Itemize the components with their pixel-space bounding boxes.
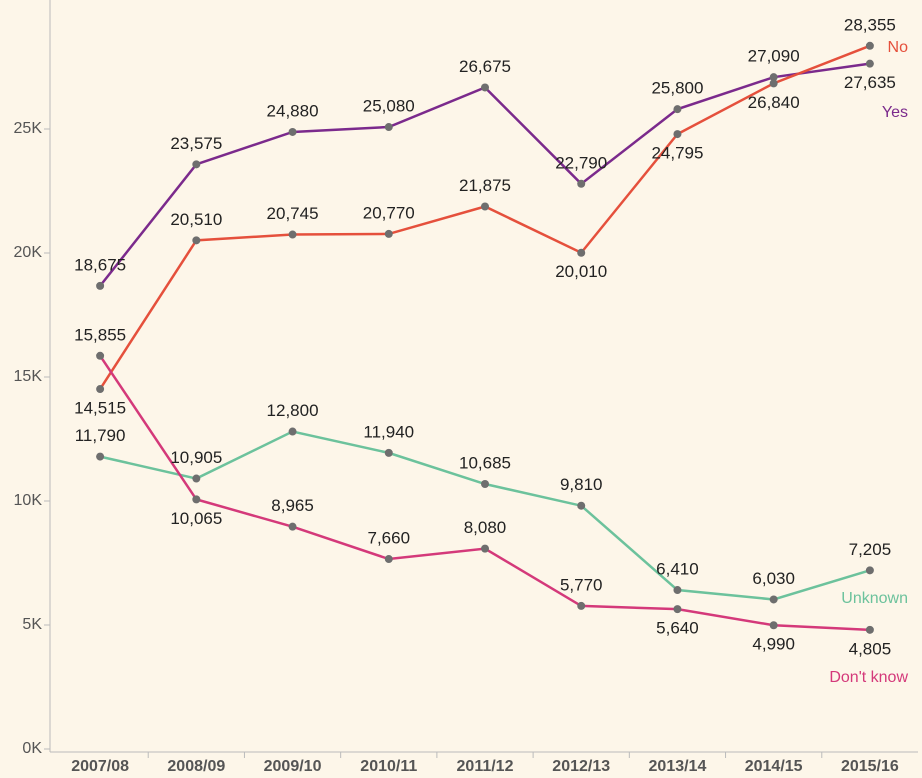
- point: [288, 522, 297, 531]
- x-tick-label: 2008/09: [167, 758, 225, 775]
- y-tick-label: 15K: [14, 368, 43, 385]
- y-tick-label: 25K: [14, 120, 43, 137]
- point: [384, 555, 393, 564]
- data-label: 7,205: [849, 540, 892, 559]
- point: [673, 130, 682, 139]
- point: [384, 229, 393, 238]
- data-label: 6,030: [752, 569, 795, 588]
- y-tick-label: 10K: [14, 492, 43, 509]
- point: [192, 160, 201, 169]
- point: [673, 605, 682, 614]
- data-label: 23,575: [170, 134, 222, 153]
- data-label: 5,770: [560, 575, 603, 594]
- data-label: 25,080: [363, 97, 415, 116]
- data-label: 20,010: [555, 262, 607, 281]
- data-label: 28,355: [844, 15, 896, 34]
- data-label: 8,965: [271, 496, 314, 515]
- data-label: 24,880: [267, 101, 319, 120]
- point: [769, 621, 778, 630]
- x-tick-label: 2010/11: [360, 758, 417, 775]
- point: [865, 41, 874, 50]
- data-label: 7,660: [368, 529, 411, 548]
- y-tick-label: 0K: [22, 740, 42, 757]
- point: [192, 495, 201, 504]
- x-tick-label: 2014/15: [745, 758, 803, 775]
- data-label: 4,990: [752, 635, 795, 654]
- point: [769, 79, 778, 88]
- point: [769, 73, 778, 82]
- data-label: 24,795: [651, 144, 703, 163]
- x-tick-label: 2011/12: [457, 758, 514, 775]
- point: [865, 59, 874, 68]
- point: [577, 179, 586, 188]
- point: [96, 385, 105, 394]
- data-label: 26,840: [748, 93, 800, 112]
- point: [673, 586, 682, 595]
- point: [481, 202, 489, 211]
- point: [288, 427, 297, 436]
- data-label: 15,855: [74, 325, 126, 344]
- point: [384, 123, 393, 132]
- point: [769, 595, 778, 604]
- data-label: 20,510: [170, 210, 222, 229]
- data-label: 21,875: [459, 176, 511, 195]
- y-tick-label: 5K: [22, 616, 42, 633]
- data-label: 25,800: [651, 79, 703, 98]
- point: [481, 544, 489, 553]
- data-label: 26,675: [459, 57, 511, 76]
- point: [96, 281, 105, 290]
- data-label: 4,805: [849, 639, 892, 658]
- point: [865, 566, 874, 575]
- data-label: 5,640: [656, 619, 699, 638]
- series-name: Don't know: [829, 669, 908, 686]
- data-label: 27,635: [844, 73, 896, 92]
- point: [288, 230, 297, 239]
- point: [288, 127, 297, 136]
- data-label: 9,810: [560, 475, 603, 494]
- series-name: Unknown: [841, 590, 908, 607]
- point: [865, 625, 874, 634]
- data-label: 11,940: [363, 422, 414, 441]
- x-tick-label: 2015/16: [841, 758, 899, 775]
- data-label: 11,790: [75, 426, 126, 445]
- point: [481, 83, 489, 92]
- point: [192, 474, 201, 483]
- series-name: No: [888, 39, 909, 56]
- x-tick-label: 2009/10: [264, 758, 322, 775]
- data-label: 8,080: [464, 518, 507, 537]
- point: [96, 452, 105, 461]
- data-label: 18,675: [74, 255, 126, 274]
- point: [192, 236, 201, 245]
- point: [481, 480, 489, 489]
- point: [96, 351, 105, 360]
- data-label: 10,685: [459, 453, 511, 472]
- data-label: 27,090: [748, 47, 800, 66]
- data-label: 12,800: [267, 401, 319, 420]
- series-name: Yes: [882, 104, 908, 121]
- x-tick-label: 2013/14: [649, 758, 707, 775]
- data-label: 22,790: [555, 153, 607, 172]
- x-tick-label: 2007/08: [71, 758, 129, 775]
- point: [577, 501, 586, 510]
- point: [577, 248, 586, 257]
- point: [384, 448, 393, 457]
- series-line: [99, 355, 870, 632]
- data-label: 10,065: [170, 509, 222, 528]
- y-tick-label: 20K: [14, 244, 43, 261]
- data-label: 20,745: [267, 204, 319, 223]
- data-label: 14,515: [74, 399, 126, 418]
- point: [577, 601, 586, 610]
- data-label: 20,770: [363, 203, 415, 222]
- data-label: 6,410: [656, 560, 699, 579]
- x-tick-label: 2012/13: [552, 758, 610, 775]
- point: [673, 105, 682, 114]
- data-label: 10,905: [170, 448, 222, 467]
